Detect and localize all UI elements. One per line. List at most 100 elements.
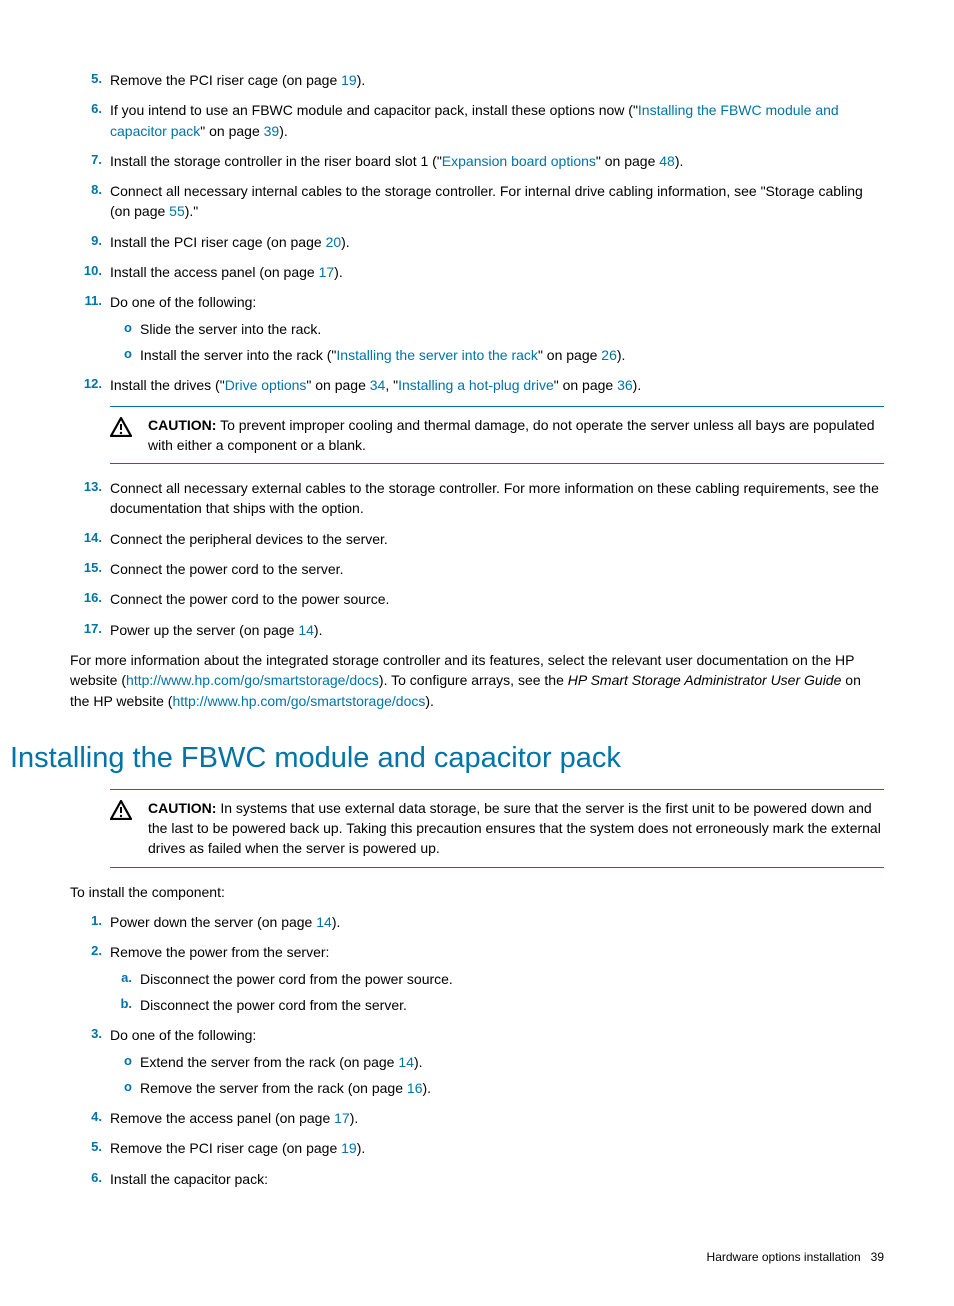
step-body: Install the drives ("Drive options" on p… bbox=[110, 377, 641, 393]
step-number: 16. bbox=[70, 589, 102, 608]
page-ref-link[interactable]: 34 bbox=[370, 377, 386, 393]
page-ref-link[interactable]: 55 bbox=[169, 203, 185, 219]
list-item: 8.Connect all necessary internal cables … bbox=[70, 181, 884, 222]
step-text: Connect all necessary internal cables to… bbox=[110, 183, 863, 219]
sub-body: Install the server into the rack ("Insta… bbox=[140, 347, 625, 363]
sub-list-item: oExtend the server from the rack (on pag… bbox=[110, 1052, 884, 1072]
caution-box-2: CAUTION: In systems that use external da… bbox=[110, 789, 884, 868]
step-text: Remove the access panel (on page bbox=[110, 1110, 334, 1126]
step-text: Connect all necessary external cables to… bbox=[110, 480, 879, 516]
sub-bullet: a. bbox=[110, 969, 132, 988]
sub-list-item: a. Disconnect the power cord from the pow… bbox=[110, 969, 884, 989]
step-text: ). bbox=[332, 914, 341, 930]
step-number: 7. bbox=[70, 151, 102, 170]
sub-list: oSlide the server into the rack. oInstall… bbox=[110, 319, 884, 366]
para-text: ). bbox=[425, 693, 434, 709]
sub-text: Disconnect the power cord from the serve… bbox=[140, 997, 407, 1013]
list-item: 2. Remove the power from the server: a. Dis… bbox=[70, 942, 884, 1015]
step-text: Power down the server (on page bbox=[110, 914, 316, 930]
step-body: Do one of the following: bbox=[110, 294, 256, 310]
sub-list-item: oInstall the server into the rack ("Inst… bbox=[110, 345, 884, 365]
sub-list-item: oSlide the server into the rack. bbox=[110, 319, 884, 339]
step-number: 1. bbox=[70, 912, 102, 931]
list-item: 6.Install the capacitor pack: bbox=[70, 1169, 884, 1189]
page-ref-link[interactable]: Installing the server into the rack bbox=[336, 347, 538, 363]
page-ref-link[interactable]: Installing a hot-plug drive bbox=[398, 377, 554, 393]
page-ref-link[interactable]: Drive options bbox=[225, 377, 307, 393]
ordered-list-bottom: 1. Power down the server (on page 14). 2. R… bbox=[70, 912, 884, 1189]
step-text: Do one of the following: bbox=[110, 1027, 256, 1043]
caution-body: To prevent improper cooling and thermal … bbox=[148, 417, 875, 453]
step-text: Power up the server (on page bbox=[110, 622, 298, 638]
step-text: Remove the PCI riser cage (on page bbox=[110, 1140, 341, 1156]
step-body: Connect all necessary external cables to… bbox=[110, 480, 879, 516]
caution-icon bbox=[110, 415, 134, 442]
step-text: " on page bbox=[200, 123, 263, 139]
page-ref-link[interactable]: Expansion board options bbox=[442, 153, 596, 169]
sub-text: Disconnect the power cord from the power… bbox=[140, 971, 453, 987]
sub-text: " on page bbox=[538, 347, 601, 363]
list-item: 11. Do one of the following: oSlide the se… bbox=[70, 292, 884, 365]
list-item: 9.Install the PCI riser cage (on page 20… bbox=[70, 232, 884, 252]
step-text: ). bbox=[633, 377, 642, 393]
page-ref-link[interactable]: 14 bbox=[298, 622, 314, 638]
sub-text: Install the server into the rack (" bbox=[140, 347, 336, 363]
step-body: Remove the PCI riser cage (on page 19). bbox=[110, 1140, 365, 1156]
step-number: 11. bbox=[70, 292, 102, 311]
guide-title: HP Smart Storage Administrator User Guid… bbox=[568, 672, 842, 688]
footer-page-number: 39 bbox=[871, 1250, 884, 1264]
step-number: 4. bbox=[70, 1108, 102, 1127]
sub-text: ). bbox=[617, 347, 626, 363]
page-ref-link[interactable]: 17 bbox=[334, 1110, 350, 1126]
step-body: Power down the server (on page 14). bbox=[110, 914, 340, 930]
step-text: Install the drives (" bbox=[110, 377, 225, 393]
hp-docs-link[interactable]: http://www.hp.com/go/smartstorage/docs bbox=[126, 672, 379, 688]
page-ref-link[interactable]: 16 bbox=[407, 1080, 423, 1096]
list-item: 14.Connect the peripheral devices to the… bbox=[70, 529, 884, 549]
page-ref-link[interactable]: 48 bbox=[659, 153, 675, 169]
hp-docs-link[interactable]: http://www.hp.com/go/smartstorage/docs bbox=[172, 693, 425, 709]
step-body: Connect the power cord to the power sour… bbox=[110, 591, 389, 607]
page-ref-link[interactable]: 14 bbox=[316, 914, 332, 930]
page-content: 5. Remove the PCI riser cage (on page 19)… bbox=[70, 70, 884, 1266]
step-number: 13. bbox=[70, 478, 102, 497]
page-ref-link[interactable]: 17 bbox=[319, 264, 335, 280]
list-item: 1. Power down the server (on page 14). bbox=[70, 912, 884, 932]
step-body: Remove the access panel (on page 17). bbox=[110, 1110, 358, 1126]
step-text: ). bbox=[357, 1140, 366, 1156]
sub-body: Remove the server from the rack (on page… bbox=[140, 1080, 431, 1096]
step-text: " on page bbox=[596, 153, 659, 169]
page-ref-link[interactable]: 36 bbox=[617, 377, 633, 393]
step-body: Connect the power cord to the server. bbox=[110, 561, 343, 577]
step-text: ). bbox=[279, 123, 288, 139]
step-text: ). bbox=[314, 622, 323, 638]
ordered-list-mid: 13. Connect all necessary external cables… bbox=[70, 478, 884, 640]
step-text: " on page bbox=[306, 377, 369, 393]
sub-list: a. Disconnect the power cord from the pow… bbox=[110, 969, 884, 1016]
step-text: Install the storage controller in the ri… bbox=[110, 153, 442, 169]
step-body: Remove the power from the server: bbox=[110, 944, 329, 960]
step-number: 14. bbox=[70, 529, 102, 548]
page-ref-link[interactable]: 14 bbox=[398, 1054, 414, 1070]
page-ref-link[interactable]: 19 bbox=[341, 1140, 357, 1156]
step-text: Do one of the following: bbox=[110, 294, 256, 310]
step-body: Power up the server (on page 14). bbox=[110, 622, 322, 638]
caution-label: CAUTION: bbox=[148, 800, 216, 816]
step-number: 10. bbox=[70, 262, 102, 281]
step-number: 6. bbox=[70, 100, 102, 119]
step-number: 2. bbox=[70, 942, 102, 961]
step-number: 5. bbox=[70, 70, 102, 89]
step-body: Install the access panel (on page 17). bbox=[110, 264, 343, 280]
page-ref-link[interactable]: 19 bbox=[341, 72, 357, 88]
step-text: , " bbox=[385, 377, 398, 393]
sub-body: Extend the server from the rack (on page… bbox=[140, 1054, 423, 1070]
step-text: ). bbox=[334, 264, 343, 280]
page-ref-link[interactable]: 39 bbox=[264, 123, 280, 139]
page-ref-link[interactable]: 20 bbox=[326, 234, 342, 250]
caution-icon bbox=[110, 798, 134, 825]
step-text: Connect the power cord to the server. bbox=[110, 561, 343, 577]
page-ref-link[interactable]: 26 bbox=[601, 347, 617, 363]
step-text: " on page bbox=[554, 377, 617, 393]
step-body: Install the PCI riser cage (on page 20). bbox=[110, 234, 350, 250]
sub-list: oExtend the server from the rack (on pag… bbox=[110, 1052, 884, 1099]
